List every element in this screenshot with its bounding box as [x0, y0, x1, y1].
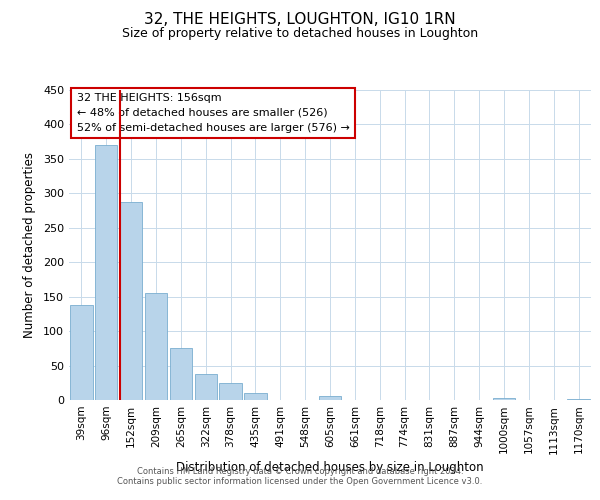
- Bar: [95, 145, 118, 400]
- Bar: [244, 393, 266, 400]
- Text: Contains public sector information licensed under the Open Government Licence v3: Contains public sector information licen…: [118, 477, 482, 486]
- Text: 32, THE HEIGHTS, LOUGHTON, IG10 1RN: 32, THE HEIGHTS, LOUGHTON, IG10 1RN: [144, 12, 456, 28]
- Text: Contains HM Land Registry data © Crown copyright and database right 2024.: Contains HM Land Registry data © Crown c…: [137, 467, 463, 476]
- Text: 32 THE HEIGHTS: 156sqm
← 48% of detached houses are smaller (526)
52% of semi-de: 32 THE HEIGHTS: 156sqm ← 48% of detached…: [77, 93, 350, 132]
- Bar: [70, 305, 92, 400]
- Bar: [493, 398, 515, 400]
- Bar: [120, 202, 142, 400]
- Text: Size of property relative to detached houses in Loughton: Size of property relative to detached ho…: [122, 28, 478, 40]
- Bar: [568, 398, 590, 400]
- Bar: [170, 348, 192, 400]
- X-axis label: Distribution of detached houses by size in Loughton: Distribution of detached houses by size …: [176, 460, 484, 473]
- Bar: [194, 374, 217, 400]
- Bar: [145, 293, 167, 400]
- Bar: [220, 383, 242, 400]
- Y-axis label: Number of detached properties: Number of detached properties: [23, 152, 36, 338]
- Bar: [319, 396, 341, 400]
